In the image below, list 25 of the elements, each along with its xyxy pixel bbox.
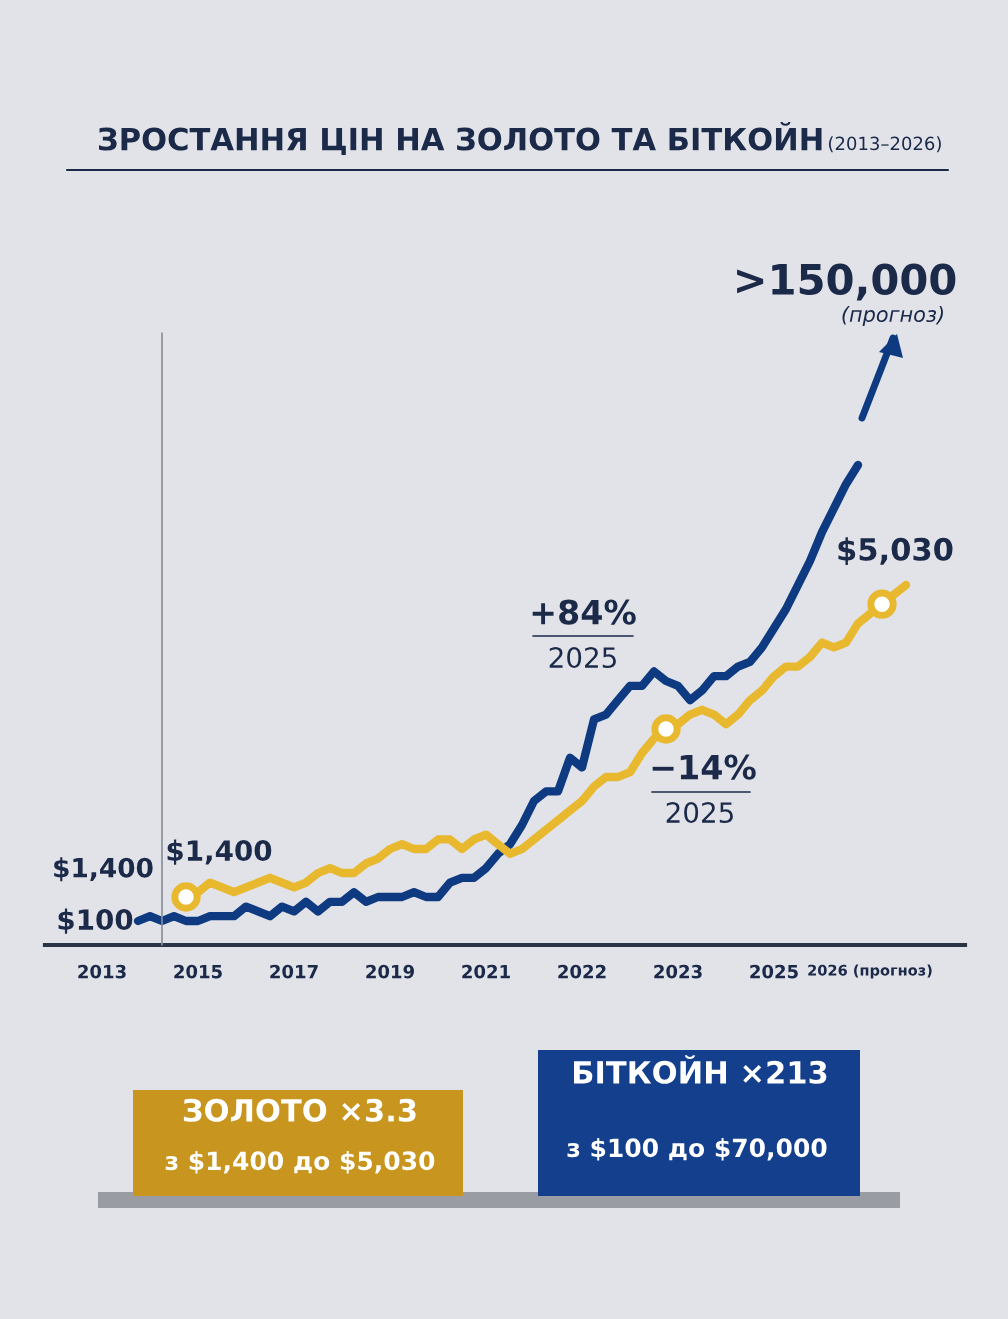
text: БІТКОЙН ×213	[574, 1055, 827, 1084]
text: з $1,400 до $5,030	[165, 1150, 435, 1174]
annotation: 2025	[666, 802, 733, 824]
chart-subtitle: (2013–2026)	[828, 136, 941, 153]
annotation: +84%	[532, 599, 636, 625]
annotation: $100	[58, 908, 133, 934]
x-tick-label: 2025	[750, 964, 798, 979]
x-tick-label: 2017	[270, 964, 318, 979]
annotation: −14%	[652, 754, 756, 780]
x-tick-label: 2026 (прогноз)	[808, 964, 932, 979]
annotation: $5,030	[838, 537, 953, 565]
x-tick-label: 2021	[462, 964, 510, 979]
annotation: 2025	[549, 647, 616, 669]
x-tick-label: 2015	[174, 964, 222, 979]
text: >150,000	[737, 263, 956, 301]
x-tick-label: 2022	[558, 964, 606, 979]
x-tick-label: 2023	[654, 964, 702, 979]
chart-title: ЗРОСТАННЯ ЦІН НА ЗОЛОТО ТА БІТКОЙН	[99, 121, 822, 155]
annotation: $1,400	[54, 857, 153, 882]
x-tick-label: 2013	[78, 964, 126, 979]
x-tick-label: 2019	[366, 964, 414, 979]
annotation: $1,400	[167, 839, 272, 865]
text: ЗОЛОТО ×3.3	[183, 1098, 416, 1122]
text: (прогноз)	[842, 305, 943, 327]
text: з $100 до $70,000	[567, 1137, 827, 1161]
